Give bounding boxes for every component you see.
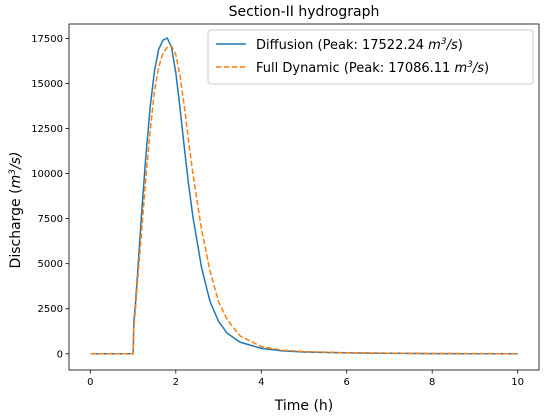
y-tick-label: 17500	[31, 34, 63, 45]
x-tick-label: 8	[429, 377, 435, 388]
y-axis-label-unit-sup: 3	[8, 169, 18, 175]
chart-title: Section-II hydrograph	[229, 4, 380, 20]
y-axis-label-unit-base: m	[8, 175, 24, 189]
y-tick-label: 2500	[38, 304, 63, 315]
y-tick-label: 15000	[31, 79, 63, 90]
y-tick-label: 5000	[38, 259, 63, 270]
plot-area: 0 2 4 6 8 10 0 2500 5000 7500 10000 12500 15000 17500	[31, 23, 540, 388]
y-axis-label: Discharge (m3/s)	[8, 152, 24, 269]
x-tick-label: 0	[87, 377, 93, 388]
series-line-0	[90, 37, 518, 355]
plot-frame	[68, 23, 540, 371]
x-tick-label: 6	[344, 377, 350, 388]
x-tick-label: 10	[511, 377, 524, 388]
legend-box	[207, 29, 534, 85]
x-axis-label: Time (h)	[274, 398, 334, 414]
legend-label-1: Full Dynamic (Peak: 17086.11 m3/s)	[256, 60, 489, 76]
legend-label-0: Diffusion (Peak: 17522.24 m3/s)	[256, 37, 463, 53]
y-axis-label-unit-tail: /s)	[8, 152, 24, 171]
y-axis-label-main: Discharge (	[8, 188, 24, 268]
x-tick-label: 2	[173, 377, 179, 388]
y-tick-label: 12500	[31, 124, 63, 135]
legend: Diffusion (Peak: 17522.24 m3/s) Full Dyna…	[207, 29, 534, 85]
y-tick-label: 7500	[38, 214, 63, 225]
series-line-1	[90, 45, 518, 355]
x-tick-label: 4	[258, 377, 264, 388]
y-tick-label: 0	[57, 349, 63, 360]
y-tick-label: 10000	[31, 169, 63, 180]
